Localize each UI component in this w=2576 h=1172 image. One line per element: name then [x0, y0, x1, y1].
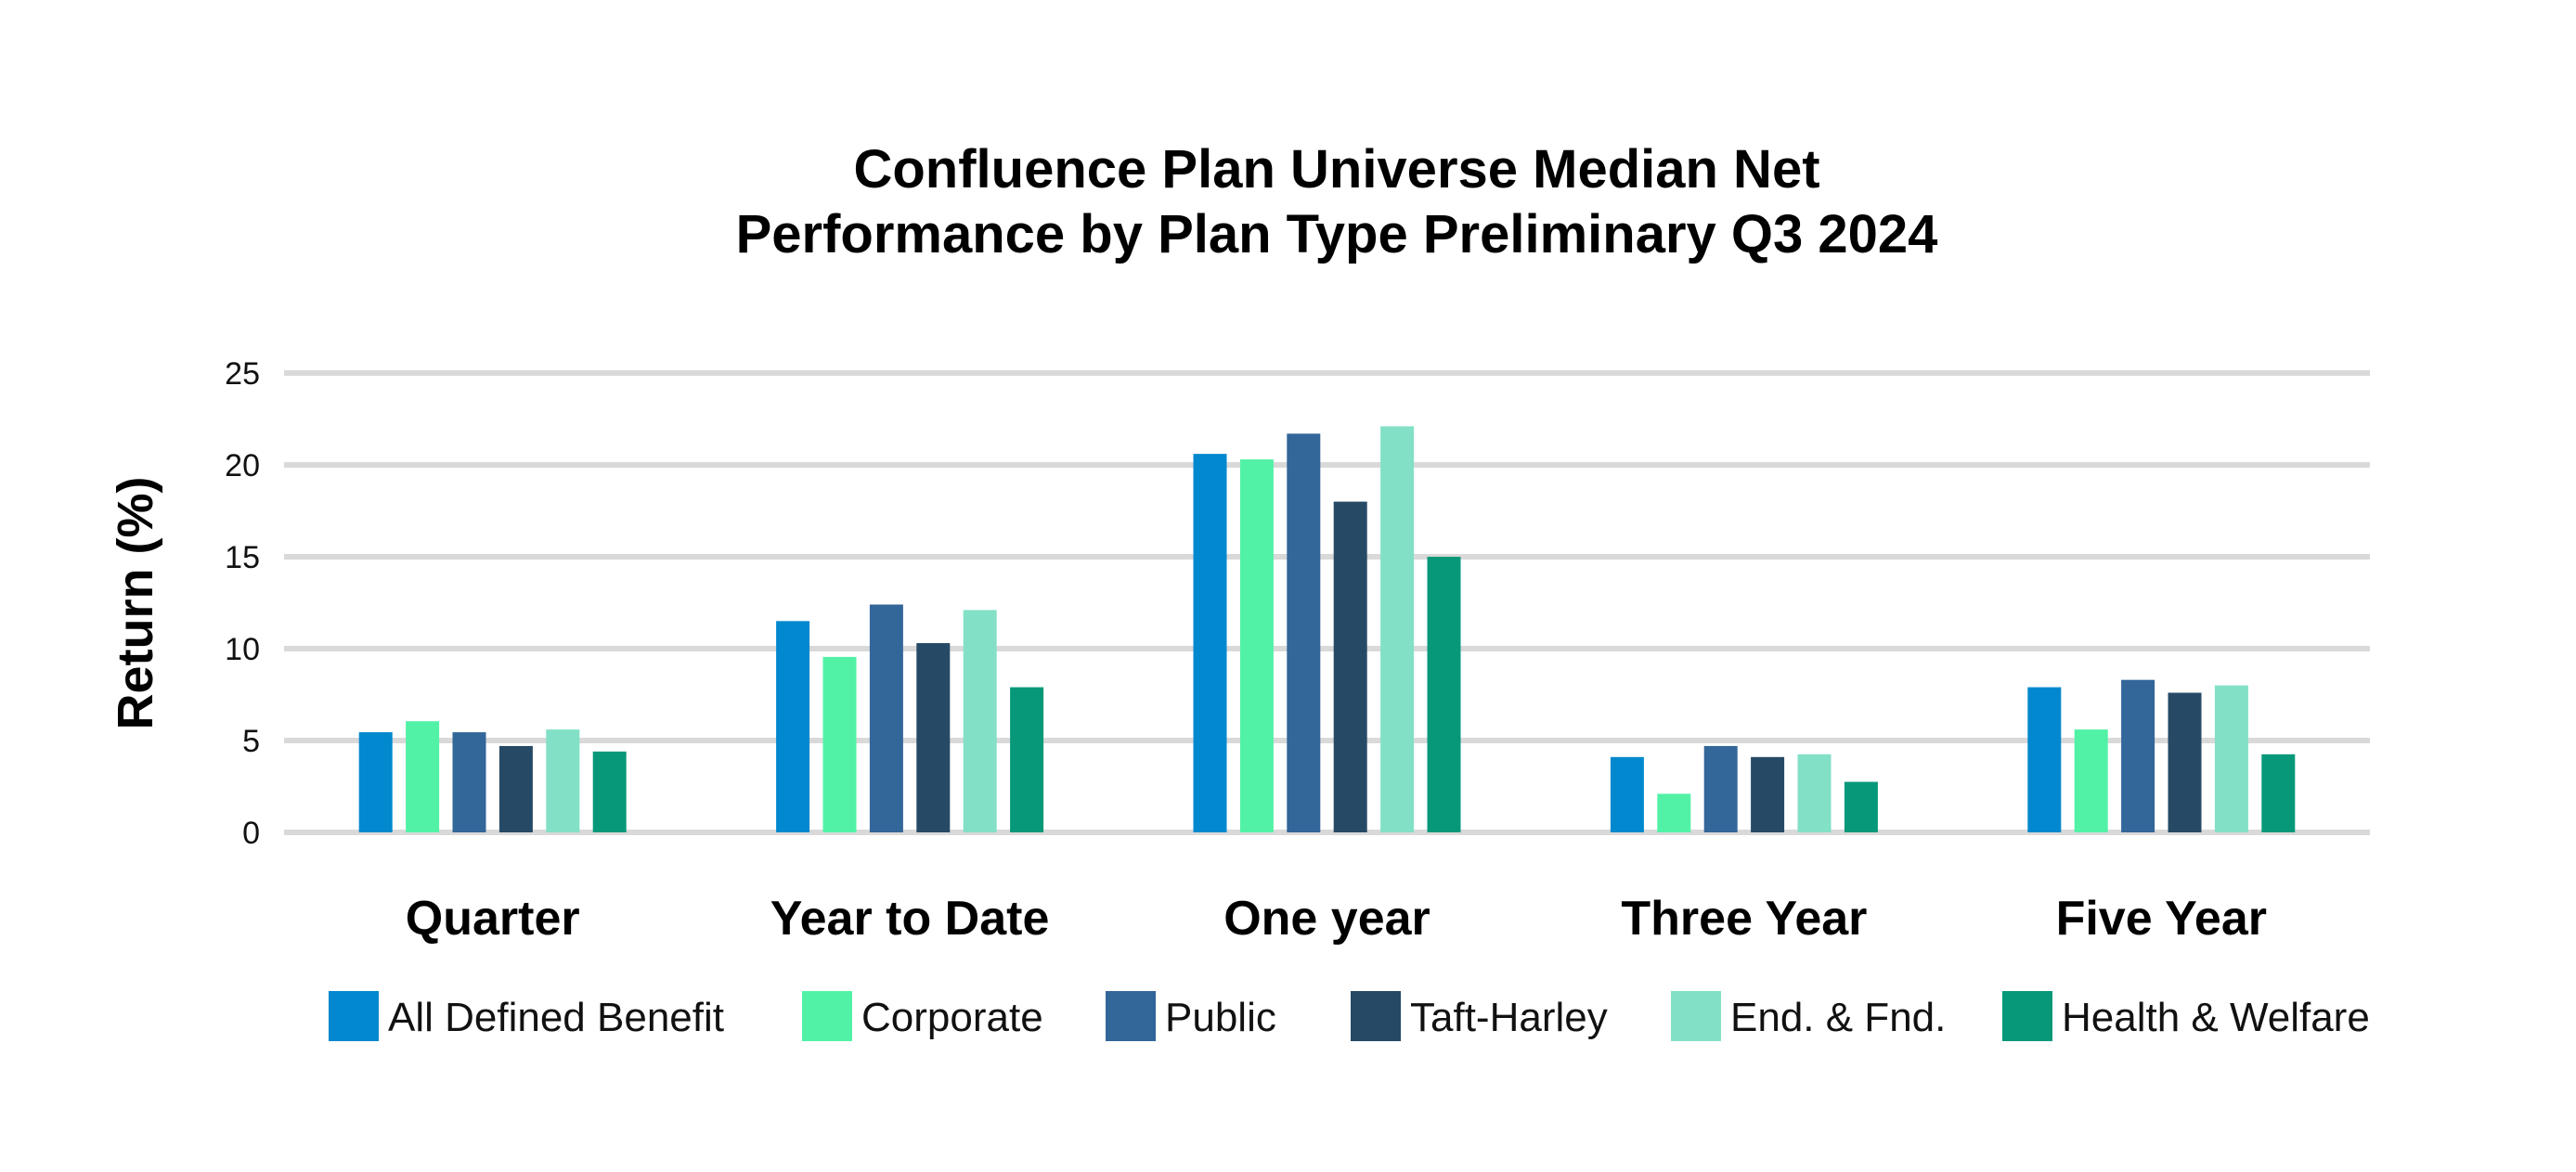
bar-group: [2027, 679, 2296, 832]
bar: [822, 656, 857, 832]
legend-item: Taft-Harley: [1351, 991, 1608, 1041]
legend-swatch: [802, 991, 852, 1041]
legend-item: Corporate: [802, 991, 1043, 1041]
legend: All Defined Benefit Corporate Public Taft-H…: [329, 991, 2370, 1041]
legend-label: Taft-Harley: [1410, 995, 1608, 1040]
x-axis-categories: Quarter Year to Date One year Three Year Fiv…: [406, 892, 2267, 946]
x-category-label: One year: [1223, 892, 1430, 946]
bar: [2214, 685, 2248, 832]
bar: [1333, 501, 1367, 832]
y-axis-label: Return (%): [108, 477, 163, 730]
bar: [498, 745, 533, 832]
legend-item: Public: [1106, 991, 1276, 1041]
chart-title: Confluence Plan Universe Median Net Perf…: [736, 139, 1938, 264]
legend-swatch: [1351, 991, 1401, 1041]
bar: [1010, 687, 1044, 832]
y-tick-label: 20: [225, 448, 260, 483]
bar-group: [1610, 745, 1878, 832]
chart-title-line-2: Performance by Plan Type Preliminary Q3 …: [736, 204, 1938, 264]
bar: [2074, 729, 2108, 832]
bar: [1797, 753, 1832, 832]
bar: [452, 732, 486, 832]
bar: [869, 604, 903, 832]
legend-label: End. & Fnd.: [1730, 995, 1946, 1040]
bar: [2261, 753, 2296, 832]
bar-group: [1193, 426, 1461, 832]
y-tick-label: 5: [242, 724, 260, 759]
x-category-label: Year to Date: [770, 892, 1050, 946]
bar: [2027, 687, 2062, 832]
bar: [546, 729, 580, 832]
x-category-label: Three Year: [1621, 892, 1867, 946]
bar: [592, 751, 627, 832]
bar: [1751, 756, 1785, 832]
legend-label: All Defined Benefit: [388, 995, 724, 1040]
bar: [1427, 557, 1461, 832]
legend-item: End. & Fnd.: [1671, 991, 1946, 1041]
bar: [2168, 692, 2202, 832]
bar: [963, 610, 997, 832]
gridlines: [284, 370, 2370, 835]
x-category-label: Five Year: [2056, 892, 2267, 946]
bar: [358, 732, 393, 832]
bar: [1239, 459, 1274, 832]
bar: [916, 643, 951, 832]
bar: [1703, 745, 1738, 832]
y-tick-label: 15: [225, 540, 260, 575]
bar-group: [776, 604, 1044, 832]
legend-swatch: [2002, 991, 2052, 1041]
y-tick-label: 25: [225, 356, 260, 392]
y-tick-label: 10: [225, 632, 260, 667]
chart-title-line-1: Confluence Plan Universe Median Net: [853, 139, 1819, 200]
y-tick-label: 0: [242, 816, 260, 851]
bar: [1844, 781, 1878, 832]
x-category-label: Quarter: [406, 892, 580, 946]
legend-swatch: [1106, 991, 1156, 1041]
legend-label: Corporate: [861, 995, 1043, 1040]
bar: [1380, 426, 1415, 832]
bar: [1193, 454, 1227, 832]
legend-item: All Defined Benefit: [329, 991, 724, 1041]
bar: [1657, 793, 1691, 832]
bar: [406, 721, 440, 832]
bars: [358, 426, 2296, 832]
legend-label: Health & Welfare: [2062, 995, 2370, 1040]
bar-group: [358, 721, 627, 832]
bar: [1610, 756, 1644, 832]
bar: [776, 621, 810, 832]
legend-label: Public: [1165, 995, 1276, 1040]
legend-item: Health & Welfare: [2002, 991, 2370, 1041]
legend-swatch: [1671, 991, 1721, 1041]
legend-swatch: [329, 991, 379, 1041]
y-axis-ticks: 0 5 10 15 20 25: [225, 356, 260, 851]
bar: [1287, 433, 1321, 832]
bar: [2121, 679, 2155, 832]
